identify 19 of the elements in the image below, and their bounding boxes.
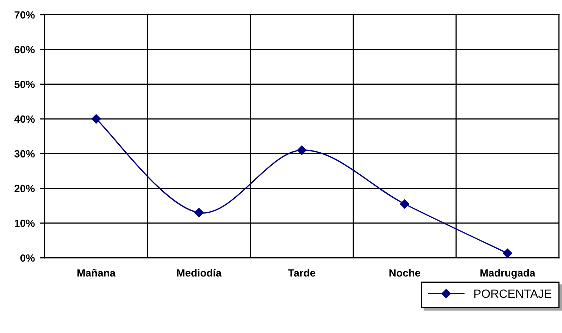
x-tick-label: Mediodía bbox=[177, 269, 222, 277]
point bbox=[400, 200, 410, 209]
point bbox=[92, 114, 102, 124]
y-tick-label: 40% bbox=[14, 116, 35, 124]
point bbox=[503, 248, 512, 258]
y-tick-label: 0% bbox=[20, 254, 35, 262]
legend-label: PORCENTAJE bbox=[474, 290, 552, 298]
y-tick-label: 30% bbox=[14, 150, 35, 158]
x-tick-label: Tarde bbox=[288, 269, 316, 277]
y-tick-label: 60% bbox=[14, 46, 35, 54]
y-tick-label: 20% bbox=[14, 185, 35, 192]
point bbox=[194, 208, 204, 218]
y-tick-label: 10% bbox=[15, 220, 35, 228]
point bbox=[297, 146, 307, 156]
x-tick-label: Noche bbox=[390, 269, 420, 277]
y-tick-label: 50% bbox=[14, 80, 35, 88]
x-tick-label: Mañana bbox=[78, 269, 116, 277]
y-tick-label: 70% bbox=[14, 11, 35, 19]
x-tick-label: Madrugada bbox=[480, 269, 536, 279]
